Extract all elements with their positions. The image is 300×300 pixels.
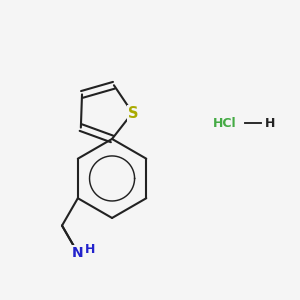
Text: H: H [85,243,96,256]
Text: HCl: HCl [212,117,236,130]
Text: N: N [72,246,84,260]
Text: H: H [265,117,275,130]
Text: S: S [128,106,139,121]
